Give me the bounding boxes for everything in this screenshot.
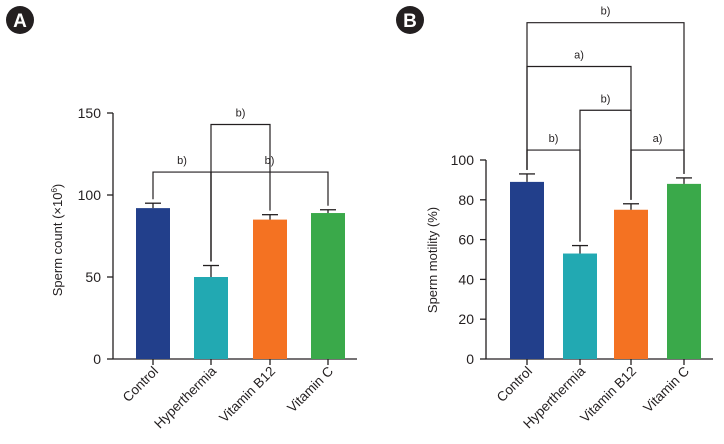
panel-a-bar-hyperthermia (194, 277, 228, 359)
panel-b-bar-vitamin-c (667, 183, 701, 359)
panel-b-y-tick-label: 20 (458, 311, 474, 327)
panel-a-bar-vitamin-b12 (253, 219, 287, 359)
panel-a-x-tick-label: Vitamin C (284, 363, 336, 415)
panel-b-y-tick-label: 80 (458, 192, 474, 208)
panel-b-significance-bracket (526, 22, 685, 174)
panel-a-significance-bracket (210, 171, 329, 262)
panel-b-significance-label: b) (601, 6, 611, 18)
panel-b-significance-label: a) (574, 49, 584, 61)
panel-a-significance-label: b) (265, 155, 275, 167)
panel-a-y-tick-label: 100 (78, 187, 102, 203)
panel-a-y-tick-label: 50 (85, 269, 101, 285)
panel-b-bar-control (510, 181, 544, 359)
panel-b-y-tick-label: 40 (458, 271, 474, 287)
panel-a-badge: A (6, 6, 34, 34)
panel-b-x-tick-label: Vitamin C (640, 363, 692, 415)
panel-b-letter: B (403, 11, 417, 32)
panel-a-y-axis-title: Sperm count (×106) (50, 184, 65, 297)
panel-a-bar-vitamin-c (311, 213, 345, 359)
panel-b-bar-hyperthermia (563, 253, 597, 359)
panel-b-y-axis-title: Sperm motility (%) (425, 207, 440, 313)
panel-b-y-tick-label: 100 (451, 152, 475, 168)
panel-b-significance-label: b) (549, 133, 559, 145)
panel-b-y-tick-label: 60 (458, 232, 474, 248)
panel-b-significance-label: a) (653, 133, 663, 145)
panel-b-bar-vitamin-b12 (614, 209, 648, 359)
panel-b-y-tick-label: 0 (466, 351, 474, 367)
panel-a-letter: A (13, 11, 27, 32)
panel-b-significance-bracket (526, 65, 632, 200)
panel-a-y-axis-title-text: Sperm count (×10 (50, 193, 65, 297)
panel-a-y-tick-label: 150 (78, 105, 102, 121)
panel-a-significance-label: b) (236, 107, 246, 119)
panel-a-badge-circle (6, 6, 34, 34)
panel-a-y-axis-title-exponent: 6 (50, 188, 59, 193)
panel-b-significance-label: b) (601, 93, 611, 105)
panel-b-badge: B (396, 6, 424, 34)
panel-a-x-tick-label: Control (120, 364, 161, 405)
panel-b-badge-circle (396, 6, 424, 34)
panel-a-significance-label: b) (177, 155, 187, 167)
panel-a-y-axis-title-close: ) (50, 184, 65, 188)
panel-a-bar-control (136, 208, 170, 359)
panel-b-x-tick-label: Control (494, 364, 535, 405)
panel-a-y-tick-label: 0 (93, 351, 101, 367)
panel-a-x-tick-label: Vitamin B12 (216, 364, 278, 426)
panel-a-x-tick-label: Hyperthermia (151, 363, 219, 431)
